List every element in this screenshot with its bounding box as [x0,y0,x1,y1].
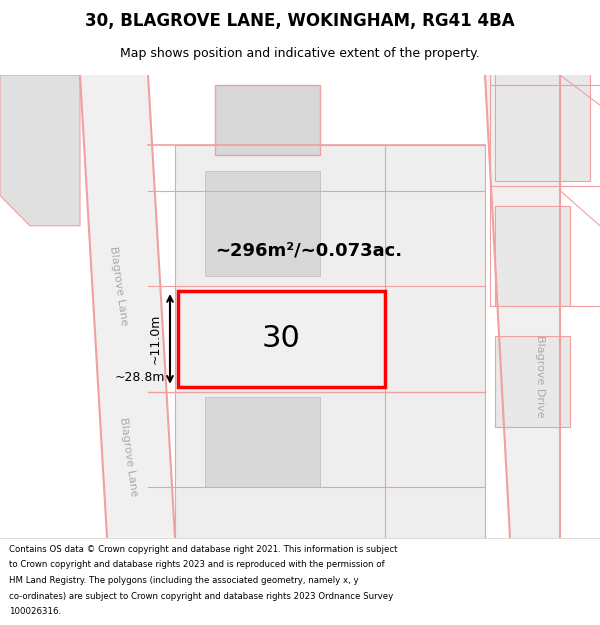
Text: 30, BLAGROVE LANE, WOKINGHAM, RG41 4BA: 30, BLAGROVE LANE, WOKINGHAM, RG41 4BA [85,12,515,30]
Text: ~28.8m: ~28.8m [115,371,165,384]
Text: Blagrove Lane: Blagrove Lane [109,246,130,326]
Text: to Crown copyright and database rights 2023 and is reproduced with the permissio: to Crown copyright and database rights 2… [9,560,385,569]
Text: Blagrove Lane: Blagrove Lane [118,417,140,498]
Bar [178,291,385,387]
Polygon shape [0,75,80,226]
Text: ~11.0m: ~11.0m [149,314,162,364]
Text: co-ordinates) are subject to Crown copyright and database rights 2023 Ordnance S: co-ordinates) are subject to Crown copyr… [9,592,393,601]
Bar [495,206,570,306]
Polygon shape [485,75,560,538]
Text: 30: 30 [262,324,301,353]
Text: ~296m²/~0.073ac.: ~296m²/~0.073ac. [215,242,402,260]
Polygon shape [80,75,175,538]
Text: Map shows position and indicative extent of the property.: Map shows position and indicative extent… [120,48,480,61]
Text: Blagrove Drive: Blagrove Drive [535,336,545,418]
Polygon shape [175,146,485,538]
Bar [495,4,590,85]
Bar [205,296,310,377]
Bar [215,85,320,156]
Bar [205,397,320,488]
Bar [495,336,570,427]
Text: Contains OS data © Crown copyright and database right 2021. This information is : Contains OS data © Crown copyright and d… [9,544,398,554]
Text: HM Land Registry. The polygons (including the associated geometry, namely x, y: HM Land Registry. The polygons (includin… [9,576,359,585]
Text: 100026316.: 100026316. [9,608,61,616]
Bar [495,80,590,181]
Bar [205,171,320,276]
